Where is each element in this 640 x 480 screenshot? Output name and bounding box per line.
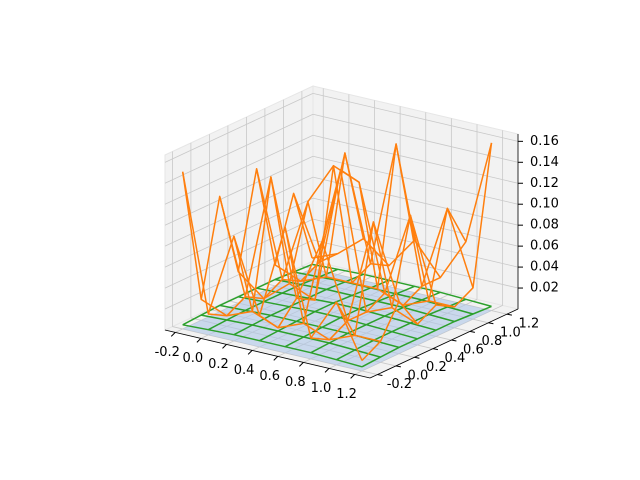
x-tick-label: 1.2 (336, 387, 357, 402)
y-tick (451, 339, 457, 342)
x-tick (170, 332, 176, 337)
surface-cell (336, 356, 381, 371)
y-tick-label: 0.8 (482, 334, 503, 349)
wire-column (181, 167, 313, 301)
grid-line (172, 326, 378, 375)
grid-line (312, 92, 519, 142)
x-tick-label: 0.6 (259, 369, 280, 384)
grid-line (312, 113, 519, 163)
wire-row (256, 287, 437, 331)
wire-column (361, 142, 493, 362)
wire-row (274, 264, 455, 308)
grid-line (164, 134, 314, 205)
y-tick (414, 356, 420, 359)
wire-column (361, 305, 492, 368)
grid-line (354, 305, 503, 375)
axis-line (369, 308, 519, 379)
x-tick (273, 356, 279, 361)
wire-column (233, 273, 364, 336)
grid-line (312, 176, 519, 226)
z-tick-label: 0.14 (530, 155, 559, 170)
surface-cell (354, 347, 399, 363)
y-tick (469, 330, 475, 333)
x-tick (247, 350, 253, 355)
wire-row (292, 143, 474, 289)
wire-row (311, 263, 492, 308)
wire-column (336, 298, 467, 361)
y-tick (506, 313, 512, 316)
x-tick-label: 0.2 (208, 357, 229, 372)
x-tick-label: 0.8 (285, 375, 306, 390)
y-tick-label: -0.2 (387, 377, 412, 392)
x-tick (196, 338, 202, 343)
x-tick (299, 362, 304, 367)
grid-line (164, 176, 314, 247)
grid-line (164, 113, 314, 184)
z-tick-label: 0.02 (530, 281, 559, 296)
y-tick (395, 365, 401, 368)
y-tick-label: 0.2 (426, 360, 447, 375)
y-tick (377, 374, 383, 377)
y-tick-label: 0.4 (445, 351, 466, 366)
wire-column (335, 207, 467, 337)
wire-row (237, 169, 418, 325)
grid-line (312, 218, 519, 268)
wire-row (182, 324, 363, 368)
y-tick (432, 348, 438, 351)
grid-line (164, 197, 314, 268)
y-tick-label: 1.0 (500, 325, 521, 340)
wire-column (233, 152, 365, 313)
z-tick-label: 0.16 (530, 134, 559, 149)
z-tick-label: 0.04 (530, 260, 559, 275)
axis-line (164, 329, 371, 379)
x-tick-label: 1.0 (311, 381, 332, 396)
wire-column (284, 143, 416, 325)
x-tick-label: 0.4 (234, 363, 255, 378)
y-tick-label: 1.2 (519, 317, 540, 332)
x-tick (350, 374, 355, 379)
wire-column (310, 291, 441, 354)
x-tick-label: 0.0 (183, 351, 204, 366)
z-tick-label: 0.08 (530, 218, 559, 233)
grid-line (164, 92, 314, 163)
wire-column (310, 276, 441, 341)
wire-row (181, 171, 363, 361)
surface-cell (447, 304, 492, 320)
wire-column (259, 279, 390, 342)
x-tick (222, 344, 227, 349)
y-tick (488, 322, 494, 325)
wire-row (274, 278, 455, 323)
x-tick-label: -0.2 (155, 345, 180, 360)
z-tick-label: 0.10 (530, 197, 559, 212)
y-tick-label: 0.0 (408, 368, 429, 383)
z-tick-label: 0.06 (530, 239, 559, 254)
wire-row (200, 298, 381, 343)
wire-row (311, 142, 493, 279)
z-tick-label: 0.12 (530, 176, 559, 191)
wire-row (201, 314, 381, 358)
y-tick-label: 0.6 (463, 343, 484, 358)
x-tick (324, 368, 330, 373)
